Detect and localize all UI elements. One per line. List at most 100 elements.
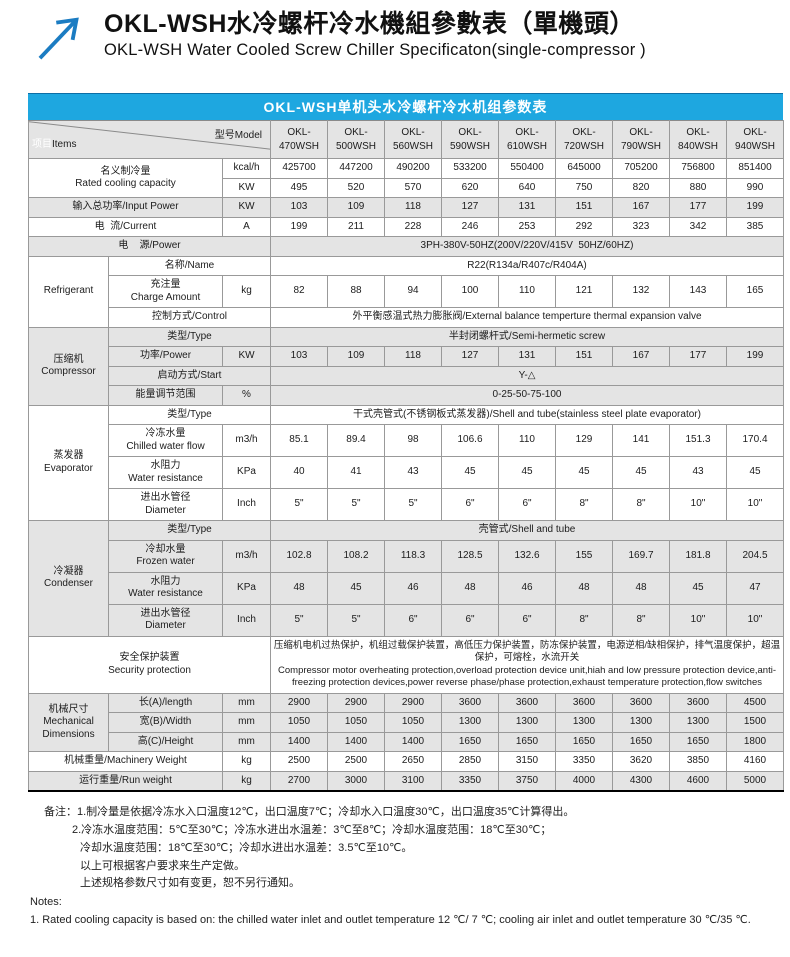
value-cell: 127	[441, 197, 499, 218]
row-label: 冷冻水量 Chilled water flow	[108, 424, 223, 457]
value-cell: 167	[612, 346, 670, 367]
value-cell: 45	[612, 456, 670, 489]
row-label: 机械重量/Machinery Weight	[28, 751, 223, 772]
value-cell: 4160	[726, 751, 784, 772]
unit-cell: kg	[222, 770, 271, 792]
value-cell: 181.8	[669, 539, 727, 573]
value-cell: 5"	[384, 488, 442, 521]
value-cell: 43	[384, 456, 442, 489]
value-cell: 1650	[441, 731, 499, 753]
value-cell: 1400	[327, 731, 385, 753]
value-cell: 45	[441, 456, 499, 489]
value-cell: 118	[384, 197, 442, 218]
merged-value-cell: 0-25-50-75-100	[270, 385, 784, 406]
table-row: KW 495 520 570 620 640 750 820 880 990	[29, 177, 784, 198]
value-cell: 1050	[270, 712, 328, 733]
value-cell: 5"	[327, 488, 385, 521]
row-label: 能量调节范围	[108, 385, 223, 406]
value-cell: 155	[555, 539, 613, 573]
value-cell: 342	[669, 216, 727, 237]
row-label: 名义制冷量 Rated cooling capacity	[28, 158, 223, 198]
value-cell: 5"	[327, 603, 385, 637]
title-block: OKL-WSH水冷螺杆冷水機組參數表（單機頭） OKL-WSH Water Co…	[104, 10, 646, 60]
value-cell: 89.4	[327, 424, 385, 457]
value-cell: 121	[555, 275, 613, 308]
value-cell: 3350	[441, 770, 499, 792]
unit-cell: kg	[222, 751, 271, 772]
value-cell: 103	[270, 197, 328, 218]
value-cell: 98	[384, 424, 442, 457]
merged-value-cell: R22(R134a/R407c/R404A)	[270, 255, 784, 276]
value-cell: 3100	[384, 770, 442, 792]
value-cell: 82	[270, 275, 328, 308]
table-row: 冷凝器 Condenser 类型/Type 壳管式/Shell and tube	[28, 520, 784, 637]
value-cell: 3600	[498, 692, 556, 714]
unit-cell: kcal/h	[222, 158, 271, 179]
value-cell: 199	[726, 346, 784, 367]
arrow-logo-icon	[38, 17, 79, 60]
unit-cell: KPa	[222, 571, 271, 605]
row-label: 类型/Type	[108, 404, 271, 425]
row-label: 类型/Type	[108, 520, 271, 541]
value-cell: 110	[498, 275, 556, 308]
unit-cell: mm	[222, 731, 271, 753]
value-cell: 2850	[441, 751, 499, 772]
value-cell: 127	[441, 346, 499, 367]
table-row: 能量调节范围% 0-25-50-75-100	[29, 385, 784, 406]
table-row: 功率/Power KW 103 109 118 127 131 151 167 177 199	[29, 346, 784, 367]
value-cell: 48	[270, 571, 328, 605]
row-label: 功率/Power	[108, 346, 223, 367]
value-cell: 106.6	[441, 424, 499, 457]
value-cell: 323	[612, 216, 670, 237]
row-label: 电 流/Current	[28, 216, 223, 237]
value-cell: 4600	[669, 770, 727, 792]
value-cell: 48	[441, 571, 499, 605]
value-cell: 103	[270, 346, 328, 367]
value-cell: 851400	[726, 158, 784, 179]
unit-cell: m3/h	[222, 539, 271, 573]
unit-cell: KW	[222, 197, 271, 218]
value-cell: 2900	[327, 692, 385, 714]
note-line: 上述规格参数尺寸如有变更，恕不另行通知。	[80, 877, 300, 890]
value-cell: 94	[384, 275, 442, 308]
value-cell: 490200	[384, 158, 442, 179]
value-cell: 6"	[384, 603, 442, 637]
value-cell: 4500	[726, 692, 784, 714]
value-cell: 705200	[612, 158, 670, 179]
value-cell: 756800	[669, 158, 727, 179]
value-cell: 165	[726, 275, 784, 308]
notes-zh: 备注：1.制冷量是依据冷冻水入口温度12℃，出口温度7℃；冷却水入口温度30℃，…	[30, 804, 790, 893]
value-cell: 170.4	[726, 424, 784, 457]
row-label: 进出水管径 Diameter	[108, 603, 223, 637]
value-cell: 1300	[612, 712, 670, 733]
merged-value-cell: 壳管式/Shell and tube	[270, 520, 784, 541]
value-cell: 110	[498, 424, 556, 457]
merged-value-cell: Y-△	[270, 365, 784, 386]
table-row: 输入总功率/Input Power KW 103 109 118 127 131 151 167…	[28, 197, 784, 218]
table-row: 高(C)/Height mm 1400 1400 1400 1650 1650 1650 165…	[29, 731, 784, 753]
value-cell: 2500	[270, 751, 328, 772]
group-label: Refrigerant	[28, 255, 109, 328]
items-model-header: 型号Model 项目Items	[28, 120, 271, 159]
value-cell: 46	[384, 571, 442, 605]
note-line: 冷却水温度范围：18℃至30℃；冷却水进出水温差：3.5℃至10℃。	[80, 841, 413, 854]
table-row: 运行重量/Run weight kg 2700 3000 3100 3350 3750 400…	[28, 770, 784, 792]
value-cell: 3600	[441, 692, 499, 714]
table-row: 蒸发器 Evaporator 类型/Type 干式壳管式(不锈钢板式蒸发器)/Shel…	[28, 404, 784, 521]
value-cell: 1300	[669, 712, 727, 733]
value-cell: 47	[726, 571, 784, 605]
value-cell: 48	[555, 571, 613, 605]
table-row: 电 流/Current A 199 211 228 246 253 292 323 342 385	[28, 216, 784, 237]
row-label: 水阻力 Water resistance	[108, 571, 223, 605]
value-cell: 1650	[555, 731, 613, 753]
value-cell: 3000	[327, 770, 385, 792]
value-cell: 750	[555, 177, 613, 198]
value-cell: 48	[612, 571, 670, 605]
unit-cell: kg	[222, 275, 271, 308]
page-title: OKL-WSH水冷螺杆冷水機組參數表（單機頭）	[104, 10, 635, 38]
unit-cell: KPa	[222, 456, 271, 489]
value-cell: 8"	[612, 603, 670, 637]
value-cell: 177	[669, 197, 727, 218]
unit-cell: mm	[222, 692, 271, 714]
value-cell: 1400	[270, 731, 328, 753]
